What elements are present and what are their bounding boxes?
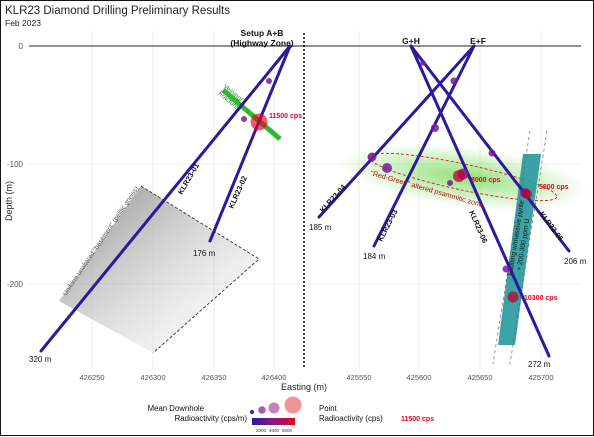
y-tick-100: -100	[7, 160, 24, 169]
reading-8000-marker	[453, 170, 465, 182]
setup-ab-label-line2: (Highway Zone)	[230, 38, 293, 48]
y-tick-0: 0	[19, 42, 24, 51]
legend-color-scale	[252, 418, 295, 425]
drillhole-klr23-01	[39, 44, 292, 353]
drillhole-klr23-03	[372, 44, 476, 248]
hole-label-klr23-03: KLR23-03	[376, 208, 400, 243]
x-tick-426250: 426250	[79, 373, 104, 382]
depth-label-320: 320 m	[29, 355, 52, 364]
reading-10300-marker	[507, 291, 519, 303]
reading-10300: 10300 cps	[524, 295, 558, 302]
x-tick-425650: 425650	[467, 373, 492, 382]
legend-point-label-line1: Point	[319, 404, 338, 413]
reading-5800: 5800 cps	[539, 184, 569, 191]
legend-point-label-line2: Radioactivity (cps)	[319, 414, 383, 423]
x-tick-426300: 426300	[140, 373, 165, 382]
hole-label-klr23-05: KLR23-05	[537, 210, 565, 243]
setup-ab-label-line1: Setup A+B	[241, 28, 284, 38]
veining-bar	[221, 88, 282, 141]
depth-label-176: 176 m	[193, 249, 216, 258]
legend-dot-small	[249, 409, 255, 415]
depth-label-185: 185 m	[309, 223, 332, 232]
x-tick-426350: 426350	[201, 373, 226, 382]
legend-mean-label-line1: Mean Downhole	[148, 404, 204, 413]
x-tick-426400: 426400	[261, 373, 286, 382]
drillhole-klr23-02	[208, 44, 292, 243]
legend-point-example: 11500 cps	[401, 416, 434, 423]
x-tick-425600: 425600	[406, 373, 431, 382]
legend: Mean Downhole Radioactivity (cps/m) 2000…	[148, 396, 434, 433]
reading-11500-marker	[250, 113, 268, 131]
figure-title: KLR23 Diamond Drilling Preliminary Resul…	[5, 5, 230, 17]
depth-label-184: 184 m	[363, 252, 386, 261]
figure-subtitle: Feb 2023	[5, 18, 41, 28]
legend-scale-tick-2000: 2000	[256, 428, 267, 433]
basement-zone	[59, 186, 259, 353]
legend-scale-tick-6000: 6000	[282, 428, 293, 433]
legend-scale-tick-4000: 4000	[269, 428, 280, 433]
reading-8000: 8000 cps	[471, 177, 501, 184]
reading-5800-marker	[522, 189, 532, 199]
x-tick-425550: 425550	[346, 373, 371, 382]
hole-label-klr23-04: KLR23-04	[318, 182, 348, 214]
legend-mean-label-line2: Radioactivity (cps/m)	[175, 414, 248, 423]
y-axis-title: Depth (m)	[4, 181, 14, 221]
x-tick-425700: 425700	[528, 373, 553, 382]
legend-dot-large	[268, 402, 280, 414]
x-axis-title: Easting (m)	[281, 382, 327, 392]
legend-dot-xlarge	[284, 396, 302, 414]
drillhole-klr23-06	[409, 44, 551, 358]
setup-gh-label: G+H	[402, 36, 420, 46]
legend-dot-medium	[258, 406, 266, 414]
setup-ef-label: E+F	[470, 36, 486, 46]
depth-label-206: 206 m	[564, 257, 587, 266]
y-tick-200: -200	[7, 280, 24, 289]
basement-outline	[140, 185, 260, 354]
drillhole-klr23-04	[317, 44, 476, 219]
reading-11500: 11500 cps	[269, 113, 302, 120]
drillhole-klr23-05	[409, 44, 571, 253]
depth-label-272: 272 m	[528, 360, 551, 369]
